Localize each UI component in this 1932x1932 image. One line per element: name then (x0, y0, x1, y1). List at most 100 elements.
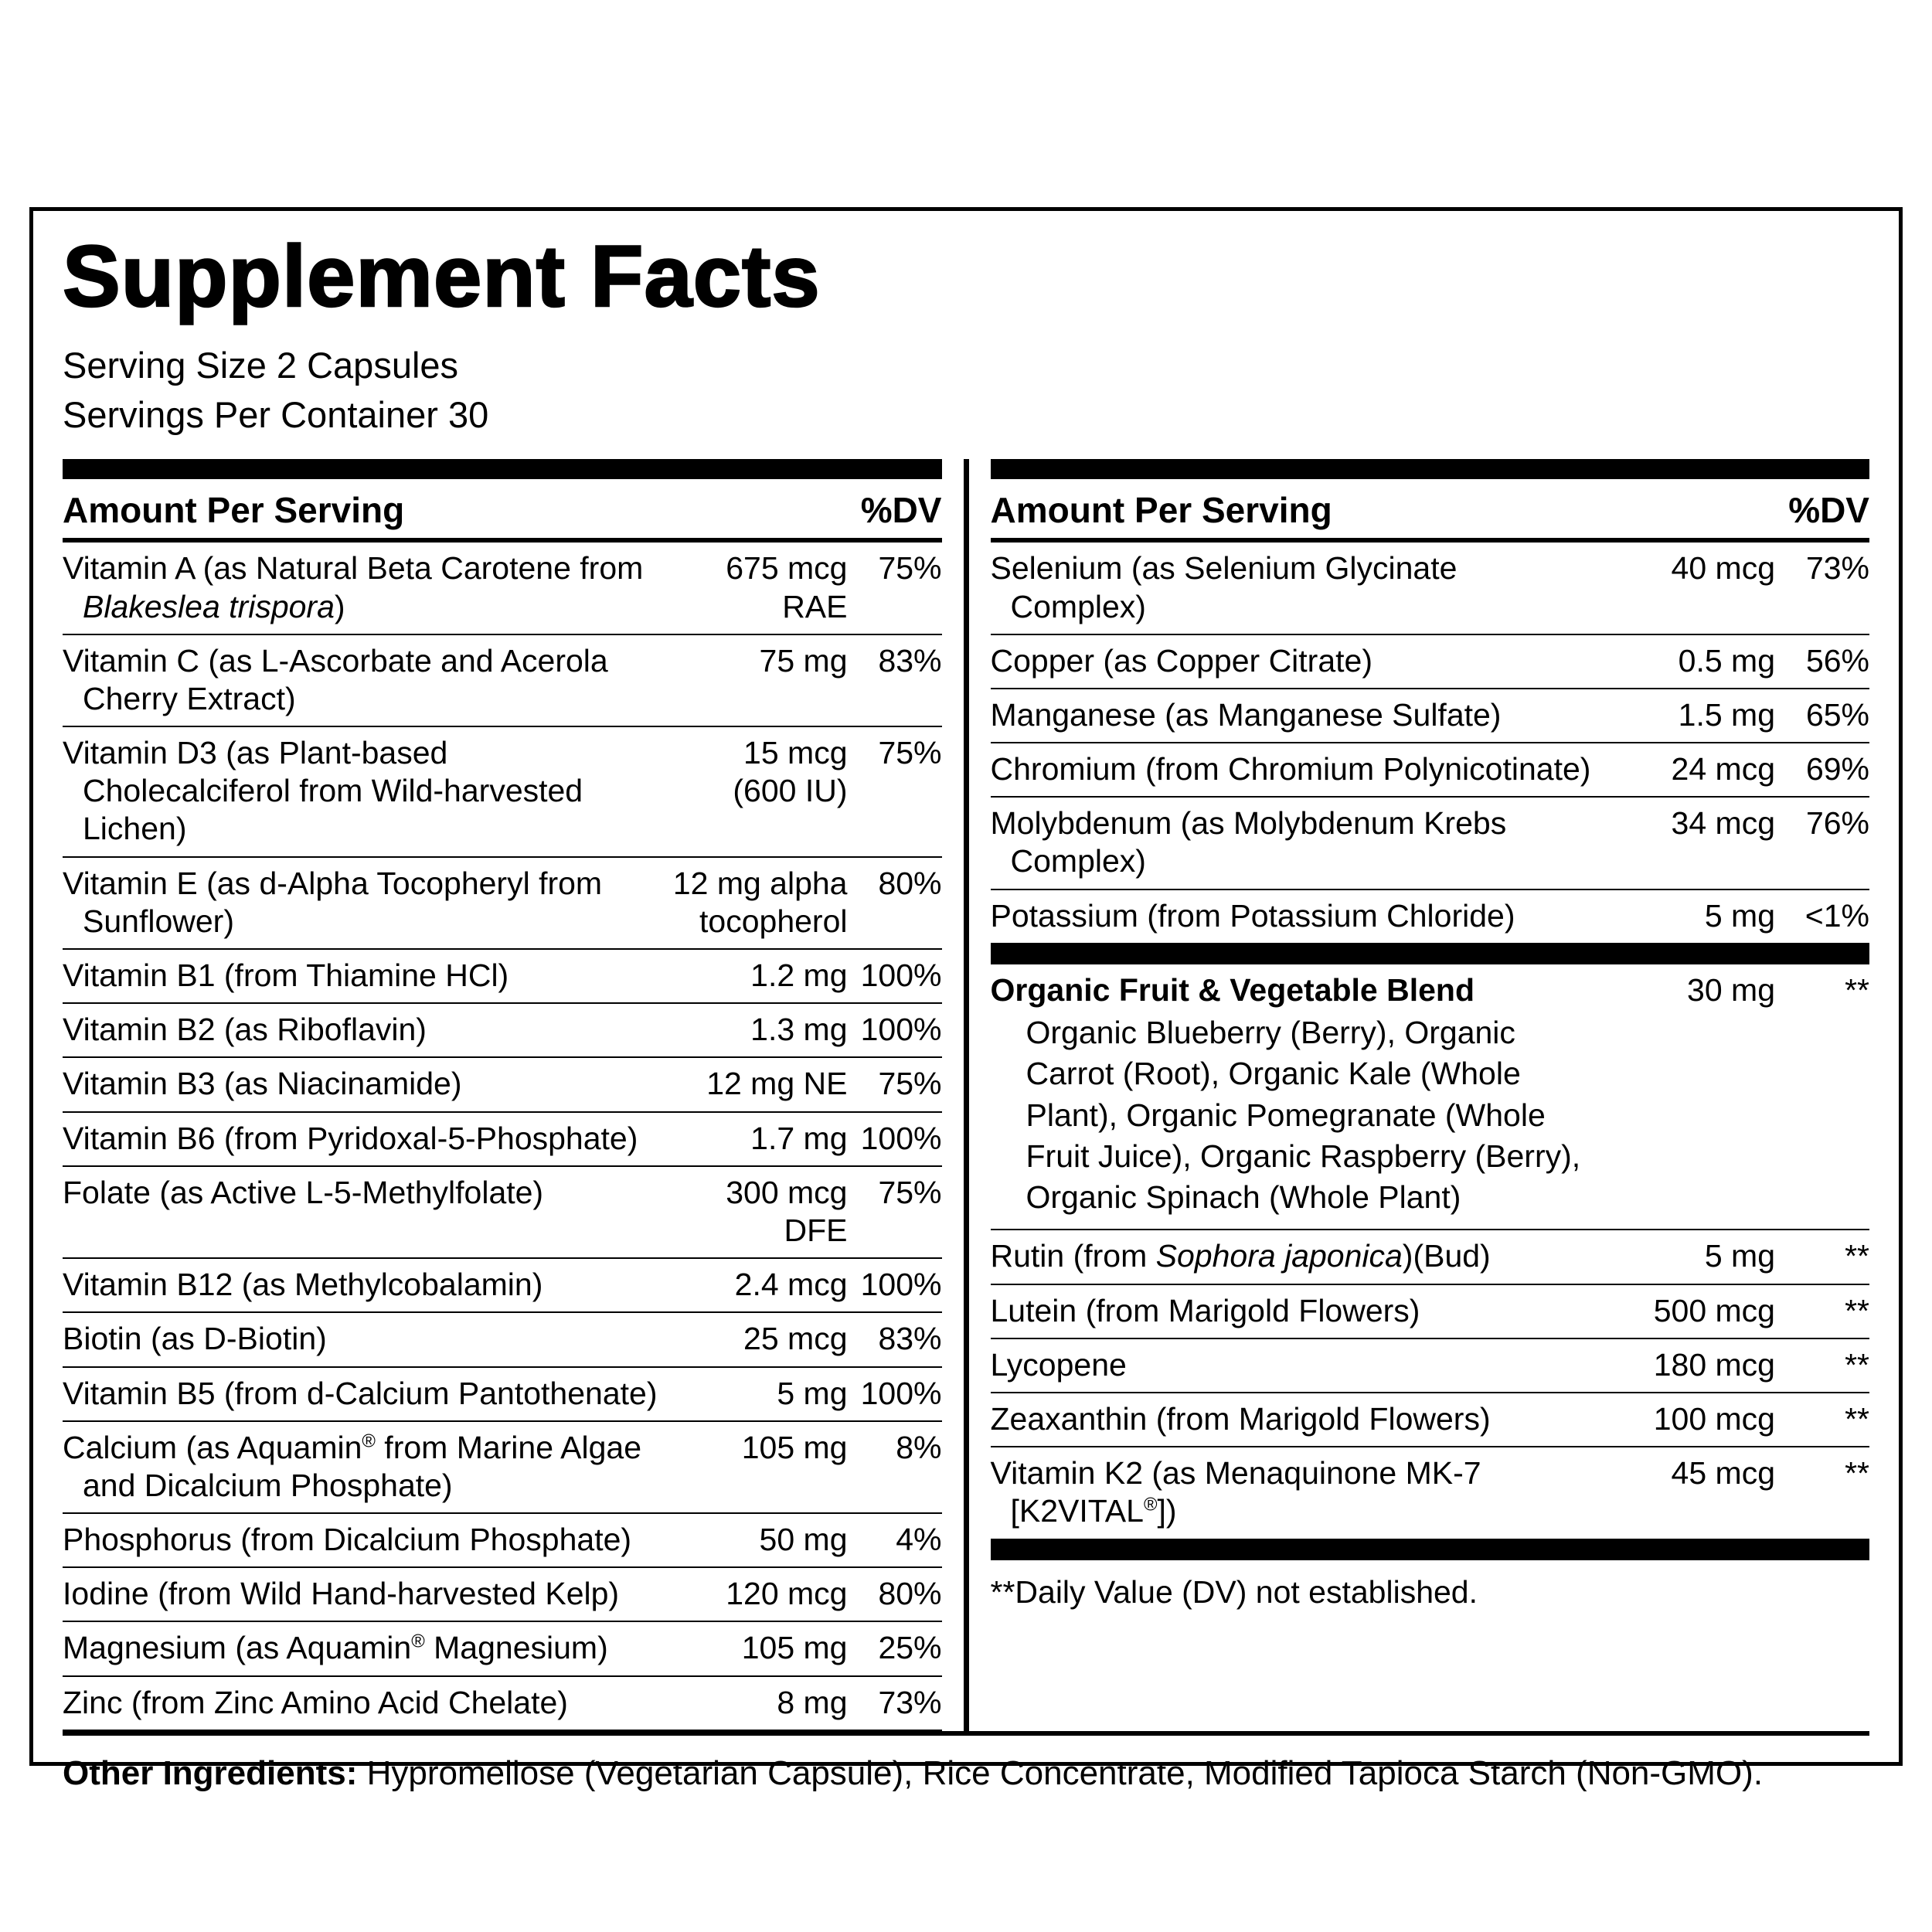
nutrient-name: Potassium (from Potassium Chloride) (990, 897, 1515, 934)
column-header-dv: %DV (1788, 490, 1869, 531)
nutrient-name: Vitamin B5 (from d-Calcium Pantothenate) (63, 1375, 658, 1411)
nutrient-dv: 83% (878, 1321, 942, 1357)
nutrient-amount: 1.7 mg (750, 1120, 848, 1156)
nutrient-name: Vitamin K2 (as Menaquinone MK-7 [K2VITAL… (990, 1455, 1481, 1529)
nutrient-row: Lycopene 180 mcg ** (990, 1339, 1869, 1394)
blend-ingredients-note: Organic Blueberry (Berry), Organic Carro… (990, 1012, 1869, 1231)
nutrient-name: Folate (as Active L-5-Methylfolate) (63, 1174, 544, 1210)
nutrient-row: Lutein (from Marigold Flowers) 500 mcg ** (990, 1285, 1869, 1339)
nutrient-name: Vitamin E (as d-Alpha Tocopheryl from Su… (63, 865, 603, 939)
nutrient-row: Iodine (from Wild Hand-harvested Kelp) 12… (63, 1568, 942, 1623)
nutrient-row: Vitamin B2 (as Riboflavin) 1.3 mg 100% (63, 1004, 942, 1059)
nutrient-amount: 105 mg (741, 1630, 848, 1666)
nutrient-name: Molybdenum (as Molybdenum Krebs Complex) (990, 805, 1507, 879)
nutrient-amount: 300 mcg DFE (726, 1174, 848, 1248)
section-divider-bar (990, 944, 1869, 964)
nutrient-row: Vitamin D3 (as Plant-based Cholecalcifer… (63, 727, 942, 858)
nutrient-name: Vitamin B2 (as Riboflavin) (63, 1012, 427, 1048)
nutrient-dv: 75% (878, 1066, 942, 1102)
nutrient-name: Calcium (as Aquamin® from Marine Algae a… (63, 1429, 642, 1503)
nutrient-row: Vitamin E (as d-Alpha Tocopheryl from Su… (63, 858, 942, 950)
nutrient-amount: 8 mg (777, 1684, 848, 1720)
nutrient-name: Vitamin B6 (from Pyridoxal-5-Phosphate) (63, 1120, 638, 1156)
nutrient-row: Copper (as Copper Citrate) 0.5 mg 56% (990, 635, 1869, 689)
nutrient-amount: 5 mg (777, 1375, 848, 1411)
nutrient-amount: 1.5 mg (1678, 696, 1775, 733)
nutrient-amount: 675 mcg RAE (726, 550, 848, 624)
nutrient-dv: <1% (1804, 897, 1869, 934)
nutrient-amount: 100 mcg (1653, 1401, 1775, 1437)
nutrient-amount: 105 mg (741, 1429, 848, 1465)
nutrient-dv: 100% (860, 1012, 942, 1048)
nutrient-amount: 15 mcg (600 IU) (733, 735, 848, 809)
section-divider-bar (63, 459, 942, 480)
nutrient-dv: ** (1845, 1238, 1869, 1274)
nutrient-name: Vitamin B3 (as Niacinamide) (63, 1066, 462, 1102)
nutrient-dv: 69% (1805, 751, 1869, 787)
nutrient-row: Phosphorus (from Dicalcium Phosphate) 50 … (63, 1514, 942, 1569)
nutrient-name: Copper (as Copper Citrate) (990, 642, 1372, 679)
nutrient-dv: 75% (878, 550, 942, 587)
nutrient-amount: 25 mcg (743, 1321, 848, 1357)
nutrient-row: Selenium (as Selenium Glycinate Complex)… (990, 543, 1869, 635)
nutrient-name: Magnesium (as Aquamin® Magnesium) (63, 1630, 608, 1666)
nutrient-row: Vitamin B1 (from Thiamine HCl) 1.2 mg 100% (63, 950, 942, 1005)
panel-title: Supplement Facts (62, 228, 821, 325)
nutrient-row: Chromium (from Chromium Polynicotinate) 2… (990, 743, 1869, 798)
nutrient-amount: 50 mg (759, 1522, 848, 1558)
nutrient-amount: 12 mg NE (706, 1066, 848, 1102)
nutrients-column-left: Amount Per Serving %DV Vitamin A (as Nat… (63, 459, 942, 1731)
nutrient-rows-left: Vitamin A (as Natural Beta Carotene from… (63, 543, 942, 1731)
section-divider-bar (990, 1539, 1869, 1560)
nutrient-dv: 25% (878, 1630, 942, 1666)
nutrient-row: Potassium (from Potassium Chloride) 5 mg <… (990, 890, 1869, 944)
nutrient-dv: 65% (1805, 696, 1869, 733)
nutrient-amount: 34 mcg (1671, 805, 1775, 842)
nutrient-name: Lutein (from Marigold Flowers) (990, 1292, 1420, 1328)
nutrient-amount: 5 mg (1704, 897, 1775, 934)
nutrient-row: Vitamin B6 (from Pyridoxal-5-Phosphate) 1… (63, 1113, 942, 1167)
nutrient-dv: 8% (896, 1429, 942, 1465)
nutrient-amount: 12 mg alpha tocopherol (672, 865, 848, 939)
nutrient-amount: 1.3 mg (750, 1012, 848, 1048)
other-ingredients-label: Other Ingredients: (63, 1753, 358, 1792)
nutrient-row: Vitamin K2 (as Menaquinone MK-7 [K2VITAL… (990, 1447, 1869, 1540)
nutrients-column-right: Amount Per Serving %DV Selenium (as Sele… (990, 459, 1869, 1731)
nutrients-columns: Amount Per Serving %DV Vitamin A (as Nat… (63, 459, 1869, 1736)
nutrient-name: Vitamin C (as L-Ascorbate and Acerola Ch… (63, 642, 608, 716)
nutrient-row: Vitamin A (as Natural Beta Carotene from… (63, 543, 942, 635)
nutrient-dv: 76% (1805, 805, 1869, 842)
nutrient-dv: ** (1845, 1292, 1869, 1328)
nutrient-dv: ** (1845, 971, 1869, 1008)
column-divider (963, 459, 969, 1731)
other-ingredients-text: Hypromellose (Vegetarian Capsule), Rice … (366, 1753, 1764, 1792)
nutrient-amount: 2.4 mcg (734, 1267, 848, 1303)
nutrient-row: Rutin (from Sophora japonica)(Bud) 5 mg ** (990, 1230, 1869, 1285)
nutrient-row: Folate (as Active L-5-Methylfolate) 300 m… (63, 1167, 942, 1260)
nutrient-dv: 4% (896, 1522, 942, 1558)
nutrient-name: Manganese (as Manganese Sulfate) (990, 696, 1502, 733)
nutrient-name: Zeaxanthin (from Marigold Flowers) (990, 1401, 1491, 1437)
column-header: Amount Per Serving %DV (63, 479, 942, 543)
nutrient-row: Vitamin B3 (as Niacinamide) 12 mg NE 75% (63, 1058, 942, 1113)
nutrient-name: Vitamin B12 (as Methylcobalamin) (63, 1267, 543, 1303)
servings-per-container: Servings Per Container 30 (63, 394, 489, 436)
nutrient-row: Zinc (from Zinc Amino Acid Chelate) 8 mg 7… (63, 1677, 942, 1731)
other-ingredients: Other Ingredients: Hypromellose (Vegetar… (63, 1751, 1869, 1795)
nutrient-dv: 100% (860, 1267, 942, 1303)
nutrient-amount: 75 mg (759, 642, 848, 679)
section-divider-bar (990, 459, 1869, 480)
nutrient-row: Magnesium (as Aquamin® Magnesium) 105 mg 2… (63, 1622, 942, 1677)
nutrient-amount: 30 mg (1687, 971, 1775, 1008)
nutrient-row: Manganese (as Manganese Sulfate) 1.5 mg 65… (990, 689, 1869, 744)
nutrient-dv: ** (1845, 1455, 1869, 1492)
nutrient-dv: 80% (878, 1576, 942, 1612)
nutrient-row: Molybdenum (as Molybdenum Krebs Complex)… (990, 798, 1869, 890)
nutrient-dv: 80% (878, 865, 942, 901)
nutrient-dv: ** (1845, 1346, 1869, 1383)
nutrient-name: Zinc (from Zinc Amino Acid Chelate) (63, 1684, 568, 1720)
nutrient-row: Vitamin C (as L-Ascorbate and Acerola Ch… (63, 635, 942, 728)
nutrient-dv: 100% (860, 1120, 942, 1156)
nutrient-row: Vitamin B5 (from d-Calcium Pantothenate)… (63, 1368, 942, 1422)
nutrient-amount: 120 mcg (726, 1576, 848, 1612)
